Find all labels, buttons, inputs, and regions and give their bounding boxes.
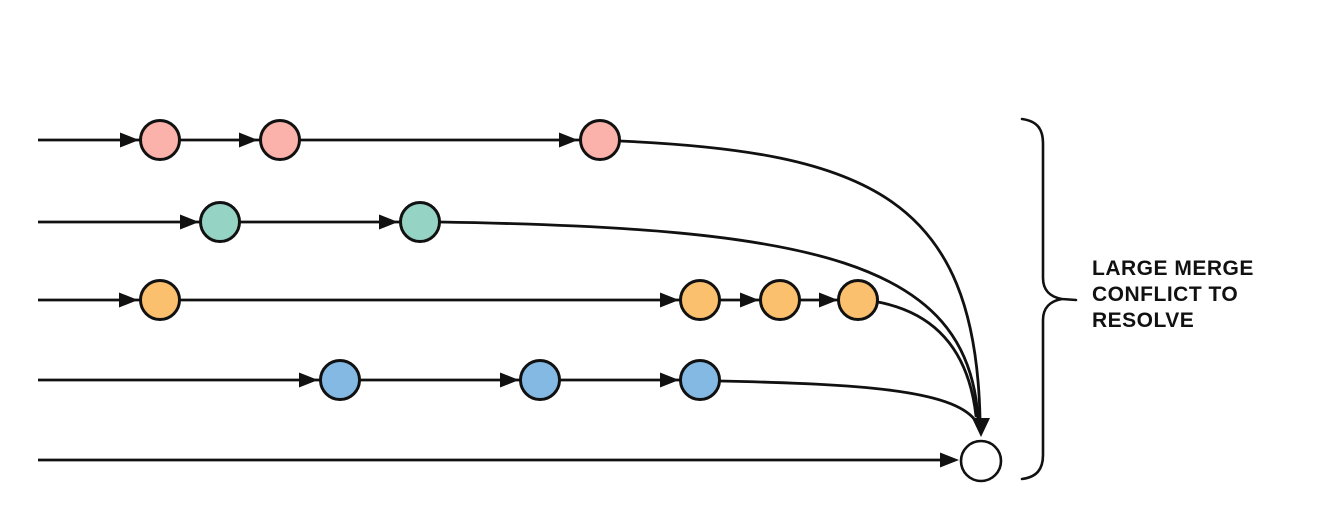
merge-arrow-icon	[972, 418, 990, 437]
label-line-2: CONFLICT TO	[1092, 283, 1239, 306]
branch-teal-commit-node	[399, 201, 441, 243]
branch-blue-commit-node	[519, 359, 561, 401]
arrow-icon	[559, 132, 578, 148]
arrow-icon	[660, 292, 679, 308]
arrow-icon	[180, 214, 199, 230]
arrow-icon	[500, 372, 519, 388]
arrow-icon	[239, 132, 258, 148]
branch-blue-merge-curve	[718, 379, 977, 422]
branch-blue-commit-node	[679, 359, 721, 401]
arrow-icon	[299, 372, 318, 388]
arrow-icon	[119, 292, 138, 308]
branch-teal-merge-curve	[438, 220, 980, 420]
branch-orange-commit-node	[679, 279, 721, 321]
label-line-1: LARGE MERGE	[1092, 257, 1254, 280]
arrow-icon	[660, 372, 679, 388]
branch-orange-commit-node	[759, 279, 801, 321]
branch-orange-commit-node	[837, 279, 879, 321]
branch-pink-commit-node	[579, 119, 621, 161]
arrow-icon	[819, 292, 838, 308]
merge-commit-node	[959, 439, 1003, 483]
branch-teal-commit-node	[199, 201, 241, 243]
curly-brace	[1020, 117, 1078, 481]
arrow-icon	[120, 132, 139, 148]
branch-pink-commit-node	[259, 119, 301, 161]
branch-blue-commit-node	[319, 359, 361, 401]
label-line-3: RESOLVE	[1092, 309, 1195, 332]
branch-orange-merge-curve	[876, 300, 978, 418]
arrow-icon	[940, 452, 959, 468]
branch-orange-commit-node	[139, 279, 181, 321]
merge-conflict-label: LARGE MERGE CONFLICT TO RESOLVE	[1092, 256, 1254, 334]
arrow-icon	[379, 214, 398, 230]
branch-pink-commit-node	[139, 119, 181, 161]
arrow-icon	[740, 292, 759, 308]
branch-pink-merge-curve	[618, 139, 982, 420]
